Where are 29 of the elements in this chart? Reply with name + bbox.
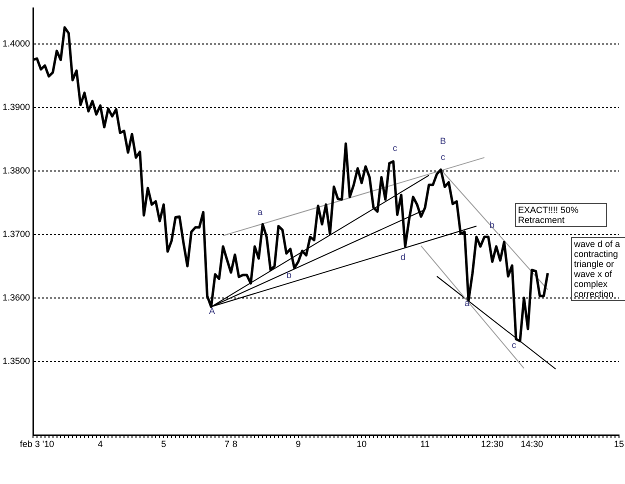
- y-tick-label: 1.3900: [2, 102, 30, 112]
- annotation: EXACT!!!! 50% Retracment: [515, 203, 607, 227]
- x-tick-label: 12:30: [481, 438, 504, 449]
- annotation: B: [440, 136, 446, 146]
- x-tick-label: 11: [420, 438, 430, 449]
- x-tick-label: 8: [232, 438, 238, 449]
- annotation: a: [464, 298, 470, 308]
- annotation: c: [440, 152, 446, 162]
- annotation: b: [489, 220, 495, 230]
- y-tick-label: 1.3800: [2, 165, 30, 176]
- x-tick-label: 10: [356, 438, 367, 449]
- annotation: wave d of a contracting triangle or wave x of complex correction: [571, 237, 625, 301]
- y-tick-label: 1.4000: [2, 38, 30, 48]
- annotation: b: [286, 270, 292, 280]
- x-tick-label: feb 3 '10: [20, 438, 54, 449]
- x-tick-label: 15: [614, 438, 624, 449]
- x-tick-label: 14:30: [520, 438, 544, 449]
- annotation: A: [208, 306, 216, 316]
- y-tick-label: 1.3600: [2, 292, 30, 302]
- x-tick-label: 9: [296, 438, 301, 449]
- x-tick-label: 7: [224, 438, 230, 449]
- annotation: a: [257, 207, 263, 217]
- y-tick-label: 1.3700: [2, 228, 30, 239]
- y-tick-label: 1.3500: [2, 356, 30, 366]
- annotation: c: [392, 143, 398, 153]
- annotation: c: [512, 340, 516, 350]
- x-tick-label: 5: [161, 438, 166, 449]
- annotation: d: [400, 252, 406, 262]
- x-tick-label: 4: [98, 438, 103, 449]
